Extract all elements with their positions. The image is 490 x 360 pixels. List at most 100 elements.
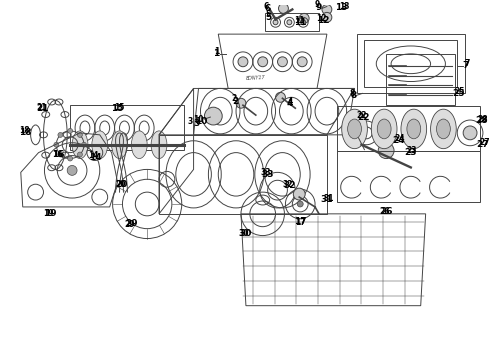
Text: 23: 23: [407, 146, 417, 155]
Ellipse shape: [437, 119, 450, 139]
Text: 14: 14: [90, 153, 102, 162]
Text: 17: 17: [295, 218, 306, 227]
Text: 21: 21: [36, 104, 49, 113]
Circle shape: [67, 166, 77, 175]
Text: 13: 13: [340, 2, 350, 11]
Text: 5: 5: [265, 10, 270, 19]
Text: 22: 22: [356, 111, 367, 120]
Text: 29: 29: [125, 219, 138, 228]
Text: 7: 7: [462, 61, 468, 70]
Circle shape: [68, 156, 73, 161]
Ellipse shape: [151, 131, 167, 158]
Text: 6: 6: [265, 4, 271, 13]
Text: 25: 25: [452, 89, 465, 98]
Circle shape: [297, 201, 303, 207]
Text: 7: 7: [465, 59, 470, 68]
Text: 15: 15: [111, 104, 124, 113]
Text: 33: 33: [260, 168, 271, 177]
Ellipse shape: [342, 109, 368, 149]
Circle shape: [58, 132, 63, 138]
Text: 17: 17: [294, 217, 307, 226]
Text: 3: 3: [188, 117, 193, 126]
Text: 19: 19: [43, 210, 54, 219]
Text: 9: 9: [315, 0, 319, 9]
Text: 33: 33: [261, 170, 274, 179]
Circle shape: [77, 152, 82, 157]
Circle shape: [273, 20, 278, 25]
Text: 23: 23: [405, 148, 417, 157]
Text: 15: 15: [114, 103, 125, 112]
Circle shape: [238, 57, 248, 67]
Text: 24: 24: [395, 134, 405, 143]
Text: 9: 9: [316, 3, 322, 12]
Text: 27: 27: [480, 138, 490, 147]
Text: 11: 11: [294, 18, 306, 27]
Text: 21: 21: [36, 103, 47, 112]
Text: 8: 8: [350, 89, 355, 98]
Text: 10: 10: [196, 117, 208, 126]
Text: 4: 4: [288, 97, 293, 106]
Circle shape: [301, 20, 306, 25]
Circle shape: [236, 98, 246, 108]
Text: 26: 26: [380, 207, 392, 216]
Text: 8DNY17: 8DNY17: [246, 75, 266, 81]
Circle shape: [294, 188, 305, 200]
Text: 30: 30: [239, 229, 249, 238]
Ellipse shape: [92, 131, 108, 158]
Text: 16: 16: [52, 150, 63, 159]
Text: 2: 2: [231, 94, 237, 103]
Ellipse shape: [347, 119, 362, 139]
Circle shape: [287, 20, 292, 25]
Text: 8: 8: [350, 91, 357, 100]
Text: 1: 1: [213, 49, 220, 58]
Circle shape: [77, 132, 82, 138]
Text: 29: 29: [124, 220, 135, 229]
Ellipse shape: [371, 109, 397, 149]
Text: 18: 18: [20, 129, 32, 138]
Bar: [337, 106, 480, 150]
Text: 16: 16: [52, 150, 65, 159]
Text: 20: 20: [115, 180, 126, 189]
Text: 32: 32: [283, 181, 295, 190]
Circle shape: [322, 12, 332, 22]
Text: 6: 6: [263, 2, 269, 11]
Ellipse shape: [431, 109, 456, 149]
Ellipse shape: [407, 119, 421, 139]
Text: 14: 14: [89, 151, 99, 160]
Text: 22: 22: [357, 113, 369, 122]
Text: 31: 31: [323, 194, 334, 203]
Text: 27: 27: [477, 140, 489, 149]
Ellipse shape: [112, 131, 127, 158]
Text: 1: 1: [214, 48, 219, 57]
Bar: [337, 150, 480, 202]
Text: 2: 2: [232, 97, 238, 106]
Circle shape: [463, 126, 477, 140]
Text: 18: 18: [20, 126, 30, 135]
Text: 10: 10: [193, 114, 204, 123]
Bar: [265, 13, 319, 31]
Text: 25: 25: [454, 87, 465, 96]
Circle shape: [297, 57, 307, 67]
Text: 19: 19: [44, 210, 57, 219]
Circle shape: [68, 129, 73, 133]
Text: 4: 4: [286, 99, 293, 108]
Text: 26: 26: [379, 207, 390, 216]
Circle shape: [299, 13, 309, 23]
Circle shape: [54, 142, 59, 147]
Text: 5: 5: [266, 13, 272, 22]
Ellipse shape: [377, 119, 391, 139]
Text: 13: 13: [336, 3, 348, 12]
Ellipse shape: [401, 109, 427, 149]
Bar: [365, 40, 457, 87]
Text: 24: 24: [392, 136, 405, 145]
Text: 12: 12: [316, 14, 326, 23]
Circle shape: [278, 4, 289, 13]
Circle shape: [275, 93, 285, 102]
Text: 20: 20: [115, 180, 128, 189]
Circle shape: [81, 142, 86, 147]
Bar: [70, 105, 184, 150]
Text: 11: 11: [294, 16, 304, 25]
Text: 28: 28: [478, 114, 488, 123]
Circle shape: [378, 143, 394, 158]
Text: 28: 28: [476, 116, 488, 125]
